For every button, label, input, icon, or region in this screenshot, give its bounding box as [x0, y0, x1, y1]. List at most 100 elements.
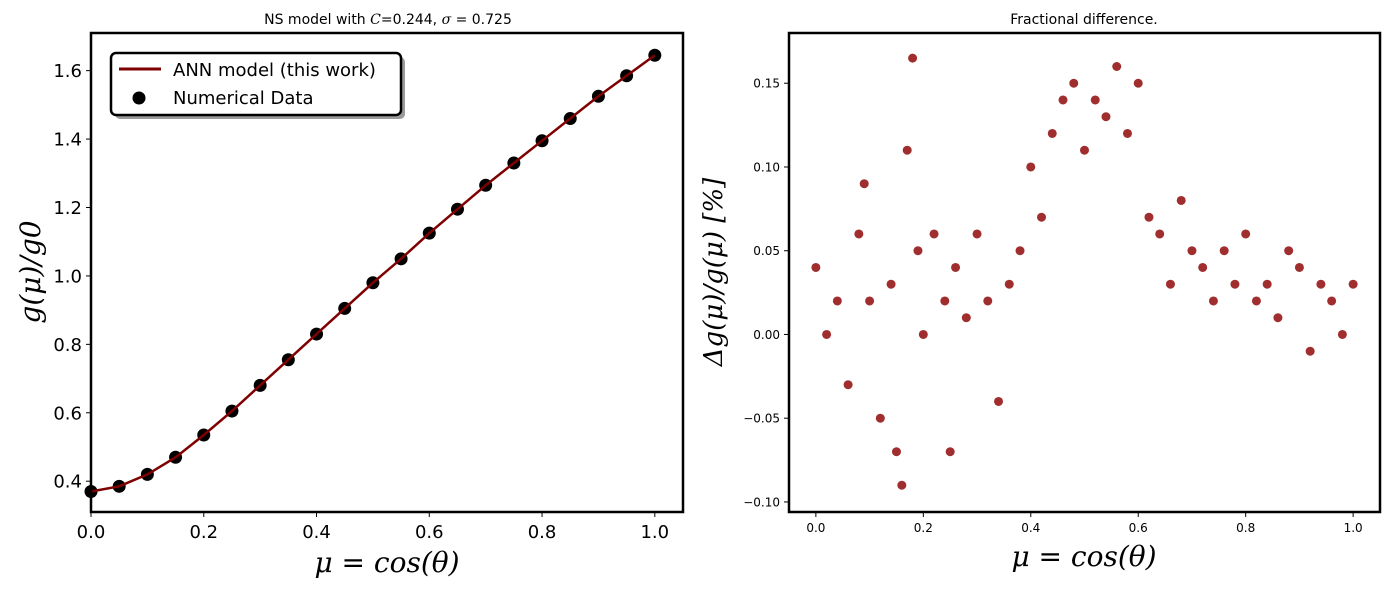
right-marks [811, 53, 1358, 490]
fractional-difference-point [822, 329, 832, 339]
fractional-difference-point [913, 246, 923, 256]
fractional-difference-point [891, 447, 901, 457]
fractional-difference-point [1026, 162, 1036, 172]
left-legend: ANN model (this work) Numerical Data [109, 51, 405, 119]
right-y-ticks: −0.10 −0.05 0.00 0.05 0.10 0.15 [743, 77, 789, 509]
fractional-difference-point [983, 296, 993, 306]
right-y-tick-label: 0.15 [753, 77, 780, 91]
left-x-tick-label: 0.8 [528, 522, 557, 543]
fractional-difference-point [1122, 128, 1132, 138]
left-x-tick-label: 1.0 [640, 522, 669, 543]
right-x-tick-label: 0.8 [1236, 521, 1255, 535]
right-x-tick-label: 1.0 [1344, 521, 1363, 535]
left-chart: NS model with C=0.244, σ = 0.725 0.0 0.2 0… [14, 12, 685, 579]
fractional-difference-point [994, 396, 1004, 406]
fractional-difference-point [918, 329, 928, 339]
legend-frame [109, 51, 403, 117]
left-y-tick-label: 1.0 [53, 266, 82, 287]
right-x-tick-label: 0.2 [914, 521, 933, 535]
ann-model-line [90, 54, 656, 493]
fractional-difference-point [1058, 95, 1068, 105]
left-x-tick-label: 0.2 [189, 522, 218, 543]
fractional-difference-point [1337, 329, 1347, 339]
left-axes-frame [89, 31, 685, 514]
fractional-difference-point [832, 296, 842, 306]
fractional-difference-point [1015, 246, 1025, 256]
fractional-difference-point [1047, 128, 1057, 138]
right-x-tick-label: 0.0 [806, 521, 825, 535]
fractional-difference-point [1198, 262, 1208, 272]
fractional-difference-point [897, 480, 907, 490]
fractional-difference-point [1187, 246, 1197, 256]
right-title: Fractional difference. [1010, 12, 1158, 28]
fractional-difference-point [1316, 279, 1326, 289]
right-x-ticks: 0.0 0.2 0.4 0.6 0.8 1.0 [806, 512, 1363, 535]
fractional-difference-point [865, 296, 875, 306]
right-y-tick-label: 0.05 [753, 244, 780, 258]
right-y-tick-label: −0.10 [743, 495, 780, 509]
fractional-difference-point [854, 229, 864, 239]
right-y-tick-label: 0.10 [753, 160, 780, 174]
fractional-difference-point [1294, 262, 1304, 272]
fractional-difference-point [902, 145, 912, 155]
legend-label-numerical: Numerical Data [173, 88, 314, 109]
fractional-difference-point [951, 262, 961, 272]
right-y-label: Δg(μ)/g(μ) [%] [699, 177, 729, 367]
right-y-tick-label: −0.05 [743, 412, 780, 426]
fractional-difference-point [1327, 296, 1337, 306]
left-y-tick-label: 1.6 [53, 61, 82, 82]
fractional-difference-point [1230, 279, 1240, 289]
fractional-difference-point [945, 447, 955, 457]
fractional-difference-point [859, 179, 869, 189]
legend-label-ann: ANN model (this work) [173, 60, 376, 81]
fractional-difference-point [875, 413, 885, 423]
right-x-label: μ = cos(θ) [1011, 540, 1156, 573]
fractional-difference-point [1165, 279, 1175, 289]
fractional-difference-point [1144, 212, 1154, 222]
left-y-label: g(μ)/g0 [14, 220, 47, 323]
fractional-difference-point [961, 313, 971, 323]
fractional-difference-point [1219, 246, 1229, 256]
fractional-difference-point [1273, 313, 1283, 323]
fractional-difference-point [940, 296, 950, 306]
fractional-difference-point [1090, 95, 1100, 105]
fractional-difference-point [843, 380, 853, 390]
left-x-tick-label: 0.6 [415, 522, 444, 543]
left-y-tick-label: 0.6 [53, 403, 82, 424]
left-x-tick-label: 0.0 [77, 522, 106, 543]
fractional-difference-point [1155, 229, 1165, 239]
fractional-difference-point [929, 229, 939, 239]
fractional-difference-point [1112, 61, 1122, 71]
fractional-difference-point [908, 53, 918, 63]
left-x-label: μ = cos(θ) [314, 546, 459, 579]
fractional-difference-point [1080, 145, 1089, 155]
right-y-tick-label: 0.00 [753, 328, 780, 342]
left-x-ticks: 0.0 0.2 0.4 0.6 0.8 1.0 [77, 512, 669, 543]
fractional-difference-point [1305, 346, 1315, 356]
fractional-difference-point [811, 262, 821, 272]
fractional-difference-point [1284, 246, 1294, 256]
left-y-tick-label: 1.2 [53, 198, 82, 219]
legend-marker-numerical [132, 91, 146, 105]
fractional-difference-point [972, 229, 982, 239]
fractional-difference-point [1262, 279, 1272, 289]
fractional-difference-point [1348, 279, 1358, 289]
fractional-difference-point [1101, 112, 1111, 122]
fractional-difference-point [1241, 229, 1251, 239]
fractional-difference-point [1069, 78, 1079, 88]
fractional-difference-point [1176, 195, 1186, 205]
left-y-ticks: 0.4 0.6 0.8 1.0 1.2 1.4 1.6 [53, 61, 91, 493]
fractional-difference-point [1208, 296, 1218, 306]
left-y-tick-label: 1.4 [53, 130, 82, 151]
left-y-tick-label: 0.8 [53, 335, 82, 356]
right-x-tick-label: 0.6 [1129, 521, 1148, 535]
right-chart: Fractional difference. 0.0 0.2 0.4 0.6 0.8 1.… [699, 12, 1382, 573]
fractional-difference-point [1133, 78, 1143, 88]
right-x-tick-label: 0.4 [1021, 521, 1040, 535]
fractional-difference-point [886, 279, 896, 289]
fractional-difference-point [1004, 279, 1014, 289]
fractional-difference-point [1037, 212, 1047, 222]
right-axes-frame [787, 31, 1382, 514]
left-title: NS model with C=0.244, σ = 0.725 [264, 12, 512, 28]
